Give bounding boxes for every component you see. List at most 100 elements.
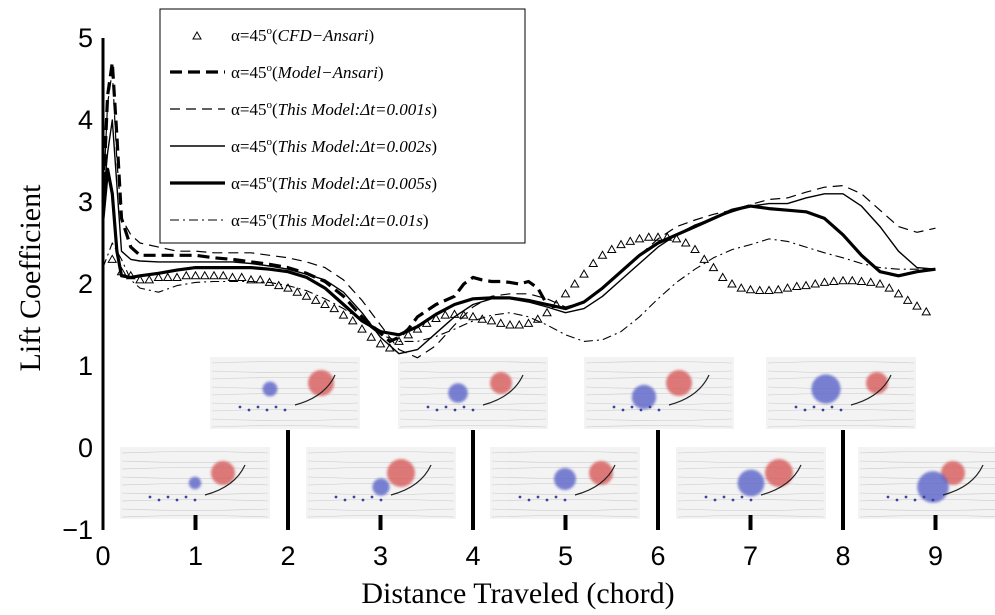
cfd-data-point bbox=[560, 288, 571, 298]
cfd-data-point bbox=[912, 301, 922, 310]
x-tick-label: 2 bbox=[280, 541, 295, 571]
cfd-data-point bbox=[754, 285, 765, 295]
cfd-data-point bbox=[773, 284, 784, 294]
cfd-data-point bbox=[329, 303, 340, 313]
series-line bbox=[101, 167, 936, 337]
cfd-data-point bbox=[606, 244, 617, 254]
snapshot-inset bbox=[766, 357, 916, 429]
cfd-data-point bbox=[819, 277, 830, 286]
cfd-data-point bbox=[791, 281, 802, 290]
legend-label: α=45o(CFD−Ansari) bbox=[231, 25, 374, 45]
cfd-data-point bbox=[440, 310, 451, 319]
cfd-data-point bbox=[403, 329, 414, 339]
y-tick-label: 2 bbox=[78, 269, 93, 299]
cfd-data-point bbox=[847, 275, 858, 285]
cfd-data-point bbox=[625, 236, 636, 245]
cfd-data-point bbox=[810, 278, 821, 288]
cfd-data-point bbox=[283, 283, 293, 292]
cfd-data-point bbox=[736, 283, 747, 292]
cfd-data-point bbox=[708, 262, 719, 272]
cfd-data-point bbox=[828, 276, 839, 286]
flow-snapshot-insets bbox=[120, 357, 995, 530]
cfd-data-point bbox=[162, 272, 173, 281]
cfd-data-point bbox=[569, 278, 580, 288]
cfd-data-point bbox=[431, 313, 441, 322]
cfd-data-point bbox=[292, 287, 303, 296]
cfd-data-point bbox=[310, 295, 321, 304]
legend-marker bbox=[192, 30, 202, 40]
cfd-data-point bbox=[218, 270, 229, 280]
cfd-data-point bbox=[782, 283, 793, 292]
x-tick-label: 7 bbox=[743, 541, 758, 571]
x-tick-label: 3 bbox=[373, 541, 388, 571]
snapshot-inset bbox=[306, 447, 456, 519]
snapshot-inset bbox=[120, 447, 270, 519]
snapshot-inset bbox=[490, 447, 640, 519]
snapshot-inset bbox=[858, 447, 995, 519]
cfd-data-point bbox=[884, 283, 895, 292]
cfd-data-point bbox=[495, 318, 506, 327]
series-line bbox=[102, 238, 936, 342]
x-tick-label: 6 bbox=[650, 541, 665, 571]
snapshot-inset bbox=[584, 357, 734, 429]
cfd-data-point bbox=[320, 299, 330, 308]
cfd-data-point bbox=[301, 291, 312, 300]
legend-label: α=45o(This Model:Δt=0.001s) bbox=[231, 99, 437, 119]
series-line bbox=[102, 119, 936, 355]
cfd-data-point bbox=[764, 285, 774, 295]
cfd-data-point bbox=[246, 274, 256, 284]
cfd-data-point bbox=[144, 274, 155, 284]
cfd-data-point bbox=[227, 272, 238, 281]
x-tick-label: 8 bbox=[835, 541, 850, 571]
cfd-data-point bbox=[514, 319, 525, 329]
cfd-data-point bbox=[699, 254, 710, 263]
cfd-data-point bbox=[394, 336, 404, 345]
x-tick-label: 1 bbox=[188, 541, 203, 571]
cfd-data-point bbox=[107, 254, 118, 263]
snapshot-inset bbox=[676, 447, 826, 519]
cfd-data-point bbox=[643, 232, 654, 241]
cfd-data-point bbox=[680, 237, 691, 247]
cfd-data-point bbox=[468, 311, 478, 321]
x-tick-label: 9 bbox=[928, 541, 943, 571]
legend-label: α=45o(This Model:Δt=0.002s) bbox=[231, 136, 437, 156]
cfd-data-point bbox=[671, 233, 682, 243]
cfd-data-point bbox=[856, 276, 867, 286]
y-tick-label: 3 bbox=[78, 187, 93, 217]
cfd-data-point bbox=[172, 272, 182, 281]
cfd-data-point bbox=[135, 274, 145, 284]
snapshot-inset bbox=[210, 357, 360, 429]
y-tick-label: 4 bbox=[78, 105, 93, 135]
y-tick-label: 1 bbox=[78, 351, 93, 381]
cfd-data-point bbox=[357, 324, 367, 333]
cfd-data-point bbox=[542, 307, 552, 317]
cfd-data-point bbox=[838, 275, 848, 285]
cfd-data-point bbox=[181, 270, 192, 280]
cfd-data-point bbox=[153, 272, 164, 281]
cfd-data-point bbox=[597, 250, 608, 259]
cfd-data-point bbox=[532, 314, 543, 323]
cfd-data-point bbox=[375, 338, 386, 348]
cfd-data-point bbox=[347, 315, 358, 325]
cfd-data-point bbox=[717, 272, 728, 281]
cfd-data-point bbox=[588, 258, 599, 267]
cfd-data-point bbox=[690, 244, 700, 254]
cfd-data-point bbox=[486, 315, 497, 325]
cfd-data-point bbox=[634, 233, 645, 243]
cfd-data-point bbox=[745, 284, 756, 294]
cfd-data-point bbox=[865, 277, 876, 286]
y-axis-label: Lift Coefficient bbox=[14, 184, 47, 372]
legend-label: α=45o(This Model:Δt=0.01s) bbox=[231, 210, 429, 230]
cfd-data-point bbox=[338, 310, 349, 319]
y-tick-label: −1 bbox=[62, 515, 93, 545]
cfd-data-point bbox=[273, 280, 284, 290]
x-axis-label: Distance Traveled (chord) bbox=[361, 577, 674, 610]
legend-label: α=45o(This Model:Δt=0.005s) bbox=[231, 173, 437, 193]
x-tick-label: 5 bbox=[558, 541, 573, 571]
y-tick-label: 5 bbox=[78, 23, 93, 53]
y-tick-label: 0 bbox=[78, 433, 93, 463]
cfd-data-point bbox=[727, 278, 737, 288]
cfd-data-point bbox=[875, 278, 885, 288]
cfd-data-point bbox=[505, 319, 515, 329]
